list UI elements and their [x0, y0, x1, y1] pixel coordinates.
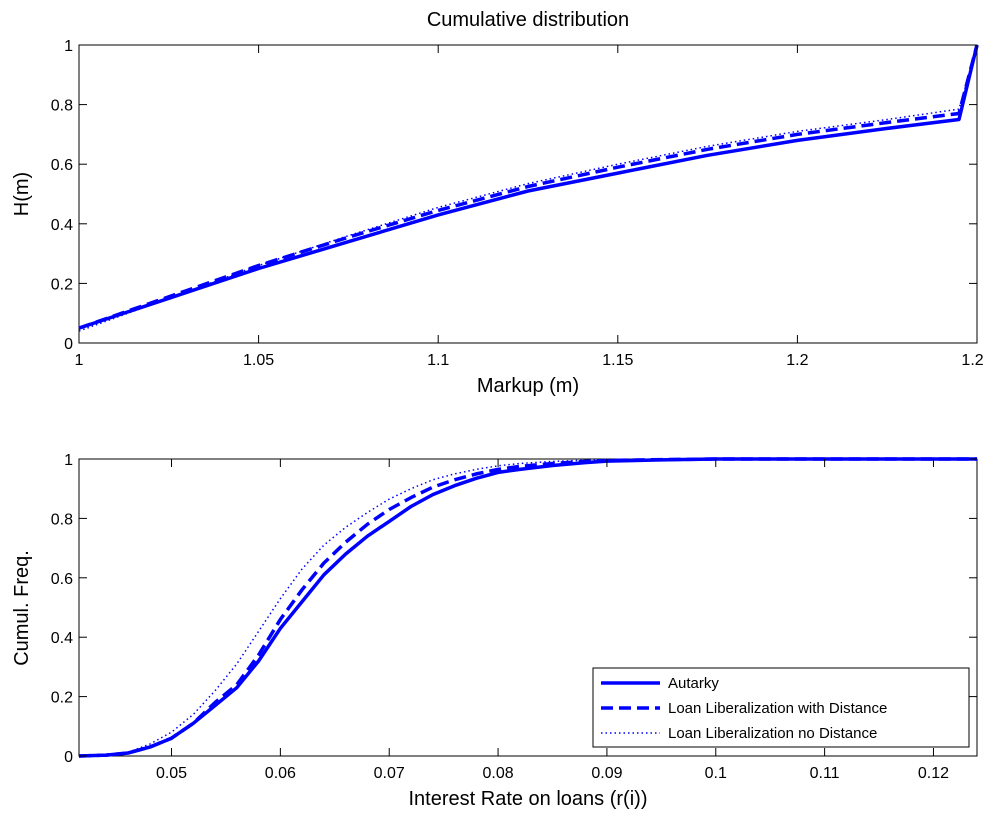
- x-axis-label: Interest Rate on loans (r(i)): [409, 788, 648, 810]
- x-tick-label: 0.11: [810, 765, 840, 782]
- axis-ticks: 1 1.05 1.1 1.15 1.2 1.25 0 0.2 0.4 0.6 0.8 1: [51, 38, 983, 369]
- chart-title: Cumulative distribution: [427, 9, 629, 31]
- y-tick-label: 0.4: [51, 630, 73, 647]
- y-tick-label: 1: [64, 38, 73, 55]
- legend: Autarky Loan Liberalization with Distanc…: [592, 667, 970, 748]
- cdf-markup-chart: Cumulative distribution 1 1.05 1.1 1.15 1.2 1…: [11, 9, 983, 397]
- y-tick-label: 0.8: [51, 98, 73, 115]
- series-line-dotted: [78, 44, 978, 332]
- y-tick-label: 0.6: [51, 157, 73, 174]
- x-tick-label: 1.05: [243, 352, 274, 369]
- y-axis-label: H(m): [11, 172, 33, 216]
- y-tick-label: 0: [64, 749, 73, 766]
- x-tick-label: 0.12: [918, 765, 949, 782]
- x-tick-label: 1.2: [786, 352, 808, 369]
- legend-label-no-distance: Loan Liberalization no Distance: [668, 725, 877, 742]
- plot-area-frame: [78, 44, 978, 344]
- x-tick-label: 0.09: [591, 765, 622, 782]
- x-tick-label: 1: [75, 352, 84, 369]
- y-tick-label: 1: [64, 452, 73, 469]
- legend-label-autarky: Autarky: [668, 675, 719, 692]
- x-tick-label: 1.15: [602, 352, 633, 369]
- series-group: [78, 44, 979, 332]
- x-tick-label: 0.06: [265, 765, 296, 782]
- y-tick-label: 0.8: [51, 511, 73, 528]
- y-tick-label: 0.2: [51, 276, 73, 293]
- series-group: [78, 457, 977, 758]
- series-line-solid: [78, 44, 979, 330]
- legend-label-with-distance: Loan Liberalization with Distance: [668, 700, 887, 717]
- x-tick-label: 1.1: [427, 352, 449, 369]
- y-tick-label: 0.4: [51, 217, 73, 234]
- y-axis-label: Cumul. Freq.: [11, 550, 33, 666]
- y-tick-label: 0.2: [51, 690, 73, 707]
- x-tick-label: 0.08: [482, 765, 513, 782]
- series-line-dashed: [78, 457, 977, 758]
- series-line-dashed: [78, 44, 979, 330]
- x-axis-label: Markup (m): [477, 375, 579, 397]
- y-tick-label: 0.6: [51, 571, 73, 588]
- x-tick-label: 1.25: [961, 352, 983, 369]
- y-tick-label: 0: [64, 336, 73, 353]
- x-tick-label: 0.07: [374, 765, 405, 782]
- cdf-interest-rate-chart: 0.05 0.06 0.07 0.08 0.09 0.1 0.11 0.12 0 0.2 0.4 0.…: [11, 452, 978, 810]
- axis-ticks: 0.05 0.06 0.07 0.08 0.09 0.1 0.11 0.12 0 0.2 0.4 0.…: [51, 452, 977, 782]
- x-tick-label: 0.05: [156, 765, 187, 782]
- x-tick-label: 0.1: [705, 765, 727, 782]
